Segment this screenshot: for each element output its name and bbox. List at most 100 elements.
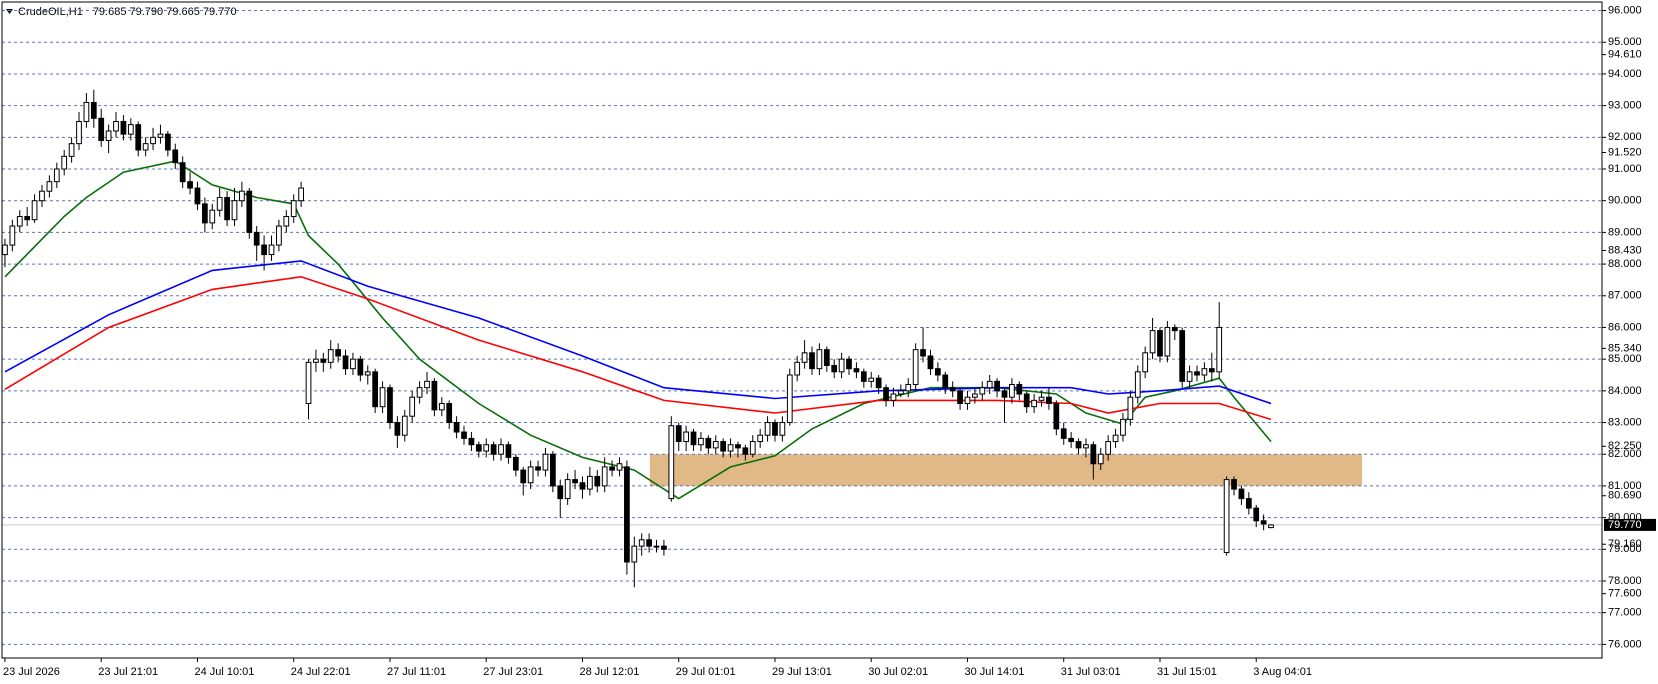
candle-body	[1149, 330, 1156, 354]
candle-body	[1260, 520, 1267, 525]
moving-average-line	[4, 260, 1272, 405]
candle-body	[164, 133, 171, 151]
candle-body	[224, 197, 230, 221]
candle-body	[446, 403, 453, 424]
candle-body	[949, 387, 956, 392]
candle-body	[357, 358, 364, 376]
x-tick-label: 28 Jul 12:01	[579, 666, 639, 678]
candle-body	[105, 130, 112, 141]
candle-body	[298, 187, 304, 202]
x-tick-label: 27 Jul 23:01	[483, 666, 543, 678]
candle-body	[201, 203, 208, 224]
candle-body	[638, 539, 645, 547]
candle-body	[283, 216, 290, 227]
candle-body	[712, 441, 719, 449]
x-tick-label: 29 Jul 01:01	[676, 666, 736, 678]
candle-body	[705, 437, 712, 449]
candle-body	[964, 396, 971, 405]
y-tick-label: 83.000	[1608, 416, 1642, 428]
candle-body	[749, 441, 756, 455]
candle-body	[594, 475, 601, 487]
candle-body	[1127, 396, 1134, 420]
y-tick-label: 91.000	[1608, 163, 1642, 175]
candle-body	[320, 358, 327, 363]
candle-body	[690, 431, 697, 446]
plot-frame	[1, 1, 1603, 659]
candle-body	[68, 143, 75, 157]
candle-body	[372, 371, 379, 408]
candle-body	[350, 358, 356, 370]
candle-body	[1053, 403, 1060, 430]
candle-body	[1208, 368, 1215, 373]
candle-body	[394, 422, 401, 436]
candle-body	[31, 200, 38, 221]
candle-body	[120, 120, 127, 135]
x-tick-label: 30 Jul 14:01	[964, 666, 1024, 678]
chart-header: CrudeOIL,H1 79.685 79.790 79.665 79.770	[18, 6, 237, 18]
candle-body	[860, 371, 867, 382]
candle-body	[661, 545, 667, 550]
candle-body	[979, 387, 986, 395]
x-tick-label: 23 Jul 2026	[3, 666, 60, 678]
candle-body	[187, 181, 193, 189]
candle-body	[1238, 488, 1245, 500]
candle-body	[624, 466, 630, 563]
candle-body	[934, 368, 941, 376]
candle-body	[142, 143, 149, 151]
x-tick-label: 23 Jul 21:01	[98, 666, 158, 678]
candle-body	[98, 117, 105, 141]
candle-body	[609, 466, 615, 471]
y-tick-label: 93.000	[1608, 100, 1642, 112]
candle-body	[809, 352, 815, 370]
candle-body	[1164, 326, 1171, 357]
candle-body	[853, 368, 860, 373]
candle-body	[1112, 434, 1119, 443]
candle-body	[453, 422, 460, 433]
candle-body	[564, 479, 571, 500]
y-tick-label: 94.000	[1608, 68, 1642, 80]
candle-body	[868, 377, 875, 382]
candle-body	[1134, 371, 1141, 398]
y-tick-label: 90.000	[1608, 195, 1642, 207]
candle-body	[631, 545, 638, 563]
candle-body	[1194, 371, 1200, 376]
candle-body	[409, 396, 416, 417]
candle-body	[1060, 428, 1067, 439]
candle-body	[1097, 453, 1104, 465]
candle-body	[231, 200, 238, 221]
candle-body	[1268, 524, 1274, 529]
y-minor-tick-label: 94.610	[1608, 49, 1642, 61]
candle-body	[364, 371, 371, 376]
candle-body	[668, 425, 675, 500]
candle-body	[727, 444, 734, 452]
candle-body	[438, 403, 445, 411]
y-minor-tick-label: 82.250	[1608, 440, 1642, 452]
candle-body	[757, 434, 764, 443]
candle-body	[698, 437, 704, 446]
candle-body	[1046, 396, 1052, 405]
candle-body	[1171, 326, 1178, 332]
y-tick-label: 81.000	[1608, 480, 1642, 492]
candle-body	[646, 539, 652, 547]
candle-body	[1023, 393, 1030, 408]
candle-body	[512, 456, 519, 471]
y-tick-label: 77.000	[1608, 607, 1642, 619]
menu-triangle[interactable]	[6, 9, 13, 14]
y-tick-label: 76.000	[1608, 638, 1642, 650]
candle-body	[76, 120, 82, 145]
y-tick-label: 85.000	[1608, 353, 1642, 365]
candle-body	[1253, 507, 1260, 522]
candle-body	[601, 466, 608, 487]
candle-body	[305, 361, 312, 405]
last-price-box	[1604, 518, 1656, 531]
y-tick-label: 84.000	[1608, 385, 1642, 397]
candle-body	[135, 124, 142, 151]
candle-body	[424, 380, 430, 389]
candle-body	[268, 244, 275, 256]
candle-body	[986, 380, 993, 389]
y-tick-label: 88.000	[1608, 258, 1642, 270]
candle-body	[557, 485, 564, 500]
y-tick-label: 87.000	[1608, 290, 1642, 302]
candle-body	[401, 415, 408, 436]
candle-body	[1179, 330, 1186, 382]
